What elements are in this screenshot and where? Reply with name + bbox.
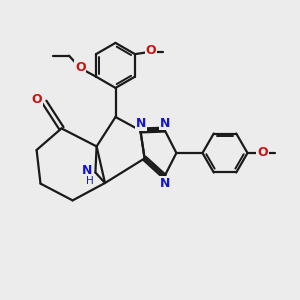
Text: N: N (82, 164, 92, 178)
Text: O: O (32, 93, 42, 106)
Text: O: O (145, 44, 156, 57)
Text: N: N (160, 177, 170, 190)
Text: H: H (86, 176, 94, 186)
Text: N: N (160, 116, 170, 130)
Text: O: O (257, 146, 268, 159)
Text: O: O (75, 61, 86, 74)
Text: N: N (136, 117, 146, 130)
